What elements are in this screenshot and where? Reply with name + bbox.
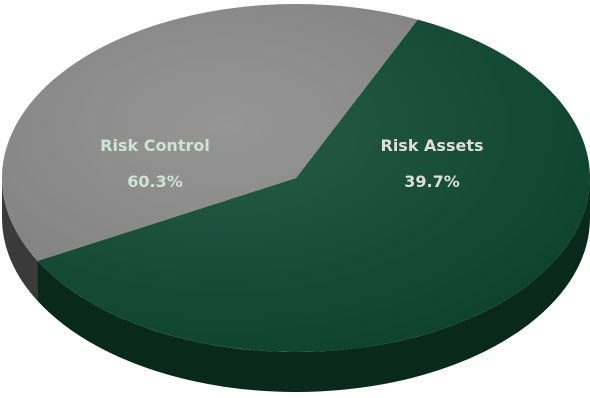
pie-side-risk-control: [37, 178, 590, 392]
pie-depth: [2, 178, 590, 392]
slice-value-risk-control: 60.3%: [127, 172, 183, 191]
slice-labels: Risk Control 60.3% Risk Assets 39.7%: [100, 136, 483, 191]
slice-label-risk-assets: Risk Assets: [381, 136, 484, 155]
slice-label-risk-control: Risk Control: [100, 136, 210, 155]
pie-top: [2, 4, 590, 352]
pie-sheen: [2, 4, 590, 352]
slice-value-risk-assets: 39.7%: [404, 172, 460, 191]
pie-side-risk-assets: [2, 178, 38, 301]
